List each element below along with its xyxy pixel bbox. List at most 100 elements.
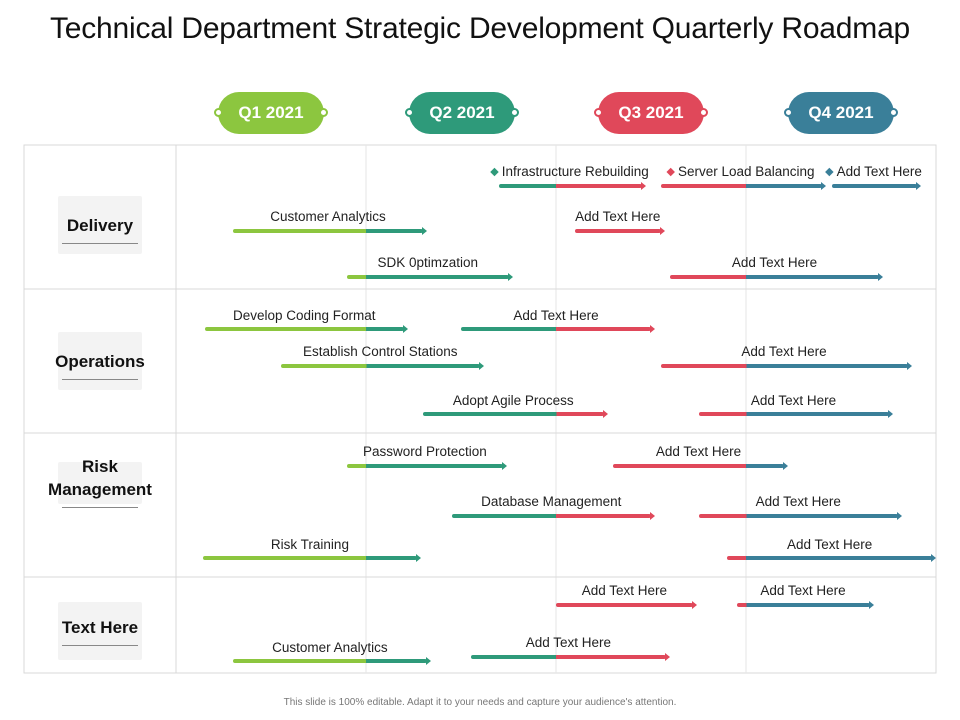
roadmap-bar-label: Infrastructure Rebuilding — [490, 164, 649, 179]
bar-label-text: Add Text Here — [525, 635, 611, 650]
roadmap-bar-label: Add Text Here — [656, 444, 741, 459]
roadmap-bar-label: Customer Analytics — [272, 640, 388, 655]
roadmap-bar — [347, 273, 513, 281]
roadmap-bar — [470, 653, 671, 661]
row-label-text-here: Text Here — [24, 616, 176, 646]
bar-arrow-tip — [507, 273, 513, 281]
bar-label-text: Adopt Agile Process — [452, 393, 574, 408]
roadmap-bar-label: Add Text Here — [756, 494, 841, 509]
row-label-underline — [62, 379, 138, 380]
bar-arrow-tip — [403, 325, 408, 333]
roadmap-bar — [660, 362, 912, 370]
bar-arrow-tip — [659, 227, 665, 235]
roadmap-bar-label: Adopt Agile Process — [453, 393, 574, 408]
bar-arrow-tip — [422, 227, 427, 235]
bar-arrow-tip — [425, 657, 431, 665]
bar-label-text: Add Text Here — [513, 308, 599, 323]
roadmap-bar-label: Customer Analytics — [270, 209, 386, 224]
roadmap-bar-label: Add Text Here — [513, 308, 598, 323]
bar-label-text: Customer Analytics — [270, 209, 386, 224]
roadmap-bar-label: Add Text Here — [751, 393, 836, 408]
roadmap-bar — [451, 512, 655, 520]
connector-dot — [784, 108, 793, 117]
footer-note: This slide is 100% editable. Adapt it to… — [283, 697, 677, 708]
roadmap-bar — [204, 325, 408, 333]
bar-label-text: Add Text Here — [655, 444, 742, 459]
label-shadow — [58, 332, 142, 390]
roadmap-bar — [670, 273, 883, 281]
bar-label-text: Add Text Here — [575, 209, 661, 224]
bar-label-text: Database Management — [481, 494, 622, 509]
bar-label-text: Add Text Here — [755, 494, 841, 509]
bar-arrow-tip — [691, 601, 697, 609]
connector-dot — [405, 108, 414, 117]
roadmap-bar — [499, 182, 646, 190]
row-label-delivery: Delivery — [24, 214, 176, 244]
bar-label-text: Add Text Here — [750, 393, 837, 408]
bar-label-text: Develop Coding Format — [232, 308, 376, 323]
bar-label-text: Add Text Here — [581, 583, 668, 598]
row-label-underline — [62, 243, 138, 244]
connector-dot — [594, 108, 603, 117]
bar-arrow-tip — [887, 410, 893, 418]
roadmap-bar — [727, 554, 937, 562]
quarter-pill-q1: Q1 2021 — [214, 92, 328, 134]
roadmap-bar — [556, 601, 697, 609]
connector-dot — [510, 108, 519, 117]
connector-dot — [889, 108, 898, 117]
quarter-pill-q4: Q4 2021 — [784, 92, 898, 134]
diamond-marker-icon — [666, 167, 676, 177]
bar-arrow-tip — [931, 554, 937, 562]
roadmap-bar-label: Add Text Here — [787, 537, 872, 552]
bar-arrow-tip — [416, 554, 422, 562]
bar-label-text: SDK 0ptimzation — [377, 255, 479, 270]
roadmap-bar-label: SDK 0ptimzation — [377, 255, 478, 270]
diamond-marker-icon — [825, 167, 834, 177]
roadmap-bar-label: Add Text Here — [741, 344, 826, 359]
roadmap-bar — [347, 462, 507, 470]
bar-label-text: Add Text Here — [731, 255, 818, 270]
roadmap-bar-label: Add Text Here — [526, 635, 611, 650]
roadmap-bar — [461, 325, 655, 333]
row-label-underline — [62, 507, 138, 508]
bar-label-text: Add Text Here — [760, 583, 846, 598]
connector-dot — [214, 108, 223, 117]
roadmap-bar-label: Risk Training — [271, 537, 349, 552]
row-label-text: Delivery — [66, 216, 134, 235]
quarter-label: Q2 2021 — [429, 103, 495, 122]
label-shadow — [58, 462, 142, 504]
grid-border — [23, 144, 937, 674]
bar-label-text: Risk Training — [270, 537, 349, 552]
roadmap-bar-label: Add Text Here — [825, 164, 922, 179]
quarter-pill-q3: Q3 2021 — [594, 92, 708, 134]
roadmap-bar-label: Add Text Here — [732, 255, 817, 270]
label-shadow — [58, 196, 142, 254]
bar-arrow-tip — [821, 182, 826, 190]
roadmap-bar — [831, 182, 921, 190]
row-label-underline — [62, 645, 138, 646]
roadmap-bar — [202, 554, 422, 562]
bar-label-text: Customer Analytics — [272, 640, 388, 655]
roadmap-bar — [736, 601, 874, 609]
roadmap-bar-label: Develop Coding Format — [233, 308, 376, 323]
bar-arrow-tip — [650, 512, 655, 520]
bar-arrow-tip — [602, 410, 608, 418]
bar-label-text: Infrastructure Rebuilding — [501, 164, 649, 179]
roadmap-bar-label: Add Text Here — [760, 583, 845, 598]
page-title: Technical Department Strategic Developme… — [49, 12, 911, 45]
row-label-text: Risk Management — [48, 457, 152, 499]
roadmap-bar — [698, 512, 902, 520]
bar-label-text: Establish Control Stations — [302, 344, 458, 359]
diamond-marker-icon — [490, 167, 499, 177]
bar-arrow-tip — [640, 182, 646, 190]
roadmap-bar-label: Add Text Here — [582, 583, 667, 598]
connector-dot — [699, 108, 708, 117]
quarter-pill-q2: Q2 2021 — [405, 92, 519, 134]
roadmap-bar-label: Add Text Here — [575, 209, 660, 224]
quarter-label: Q4 2021 — [808, 103, 874, 122]
roadmap-bar — [575, 227, 665, 235]
roadmap-bar-label: Establish Control Stations — [303, 344, 458, 359]
roadmap-bar — [233, 657, 431, 665]
bar-arrow-tip — [783, 462, 788, 470]
